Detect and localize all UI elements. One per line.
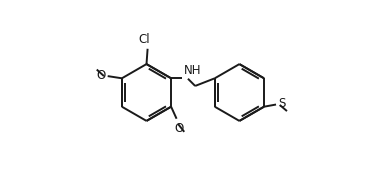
Text: O: O xyxy=(174,122,183,135)
Text: Cl: Cl xyxy=(139,33,150,46)
Text: NH: NH xyxy=(184,63,201,77)
Text: O: O xyxy=(96,68,106,82)
Text: methoxy: methoxy xyxy=(96,67,102,68)
Text: S: S xyxy=(278,97,285,110)
